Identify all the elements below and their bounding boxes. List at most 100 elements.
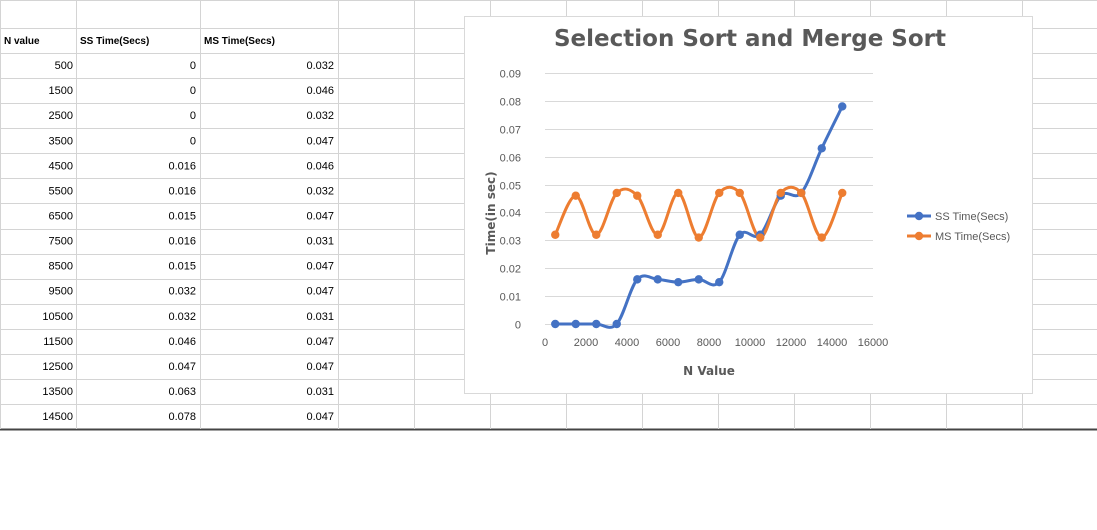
table-cell[interactable]: 0.047 xyxy=(306,411,334,423)
table-cell[interactable]: 0.047 xyxy=(306,210,334,222)
table-cell[interactable]: 0.015 xyxy=(168,210,196,222)
data-point-ss-time[interactable] xyxy=(715,277,724,287)
column-header[interactable]: N value xyxy=(4,36,40,47)
y-tick-label: 0.07 xyxy=(500,125,521,137)
data-point-ss-time[interactable] xyxy=(592,319,601,329)
column-header[interactable]: SS Time(Secs) xyxy=(80,36,149,47)
data-point-ss-time[interactable] xyxy=(653,275,662,284)
table-cell[interactable]: 1500 xyxy=(49,85,73,97)
data-point-ms-time[interactable] xyxy=(776,188,785,198)
y-tick-label: 0.03 xyxy=(500,236,521,248)
data-point-ms-time[interactable] xyxy=(674,188,683,198)
legend-entry-label: SS Time(Secs) xyxy=(935,211,1008,223)
table-cell[interactable]: 0.047 xyxy=(306,336,334,348)
data-point-ss-time[interactable] xyxy=(694,275,703,284)
data-point-ms-time[interactable] xyxy=(817,233,826,242)
line-chart: Selection Sort and Merge Sort N Value Ti… xyxy=(484,26,1010,378)
table-cell[interactable]: 13500 xyxy=(42,386,73,398)
table-cell[interactable]: 9500 xyxy=(49,286,73,298)
data-point-ms-time[interactable] xyxy=(592,230,601,239)
x-axis-title: N Value xyxy=(683,364,735,378)
data-point-ms-time[interactable] xyxy=(797,188,806,198)
legend-dot-marker xyxy=(914,231,924,241)
data-point-ss-time[interactable] xyxy=(674,277,683,287)
data-point-ss-time[interactable] xyxy=(571,319,580,329)
series-line-ss-time[interactable] xyxy=(553,104,844,329)
data-point-ms-time[interactable] xyxy=(838,188,847,198)
x-tick-label: 12000 xyxy=(776,337,807,349)
table-cell[interactable]: 0.016 xyxy=(168,160,196,172)
table-cell[interactable]: 11500 xyxy=(43,336,73,348)
table-cell[interactable]: 0.032 xyxy=(168,311,196,323)
table-cell[interactable]: 0.046 xyxy=(306,160,334,172)
data-point-ss-time[interactable] xyxy=(633,275,642,284)
chart-title: Selection Sort and Merge Sort xyxy=(554,26,946,52)
x-tick-label: 16000 xyxy=(858,337,889,349)
x-tick-label: 6000 xyxy=(656,337,680,349)
legend-dot-marker xyxy=(914,211,924,221)
table-cell[interactable]: 0.047 xyxy=(168,361,196,373)
y-tick-label: 0.08 xyxy=(500,97,521,109)
y-tick-label: 0.04 xyxy=(500,208,521,220)
table-cell[interactable]: 0.031 xyxy=(306,386,334,398)
table-cell[interactable]: 4500 xyxy=(49,160,73,172)
table-cell[interactable]: 0.063 xyxy=(168,386,196,398)
data-point-ms-time[interactable] xyxy=(735,188,744,198)
data-point-ss-time[interactable] xyxy=(817,144,826,153)
table-cell[interactable]: 7500 xyxy=(49,236,73,248)
table-cell[interactable]: 10500 xyxy=(42,311,73,323)
table-cell[interactable]: 500 xyxy=(55,60,73,72)
table-cell[interactable]: 0.047 xyxy=(306,135,334,147)
y-tick-label: 0.02 xyxy=(500,264,521,276)
x-tick-label: 8000 xyxy=(697,337,721,349)
gridlines xyxy=(545,73,873,325)
table-cell[interactable]: 0.046 xyxy=(168,336,196,348)
table-cell[interactable]: 0.032 xyxy=(306,185,334,197)
table-cell[interactable]: 0 xyxy=(190,135,196,147)
table-cell[interactable]: 0.015 xyxy=(168,261,196,273)
table-cell[interactable]: 14500 xyxy=(42,411,73,423)
table-cell[interactable]: 0.032 xyxy=(306,60,334,72)
table-cell[interactable]: 3500 xyxy=(49,135,73,147)
table-cell[interactable]: 0.078 xyxy=(168,411,196,423)
y-tick-label: 0.09 xyxy=(500,69,521,81)
table-cell[interactable]: 8500 xyxy=(49,261,73,273)
chart-object[interactable]: Selection Sort and Merge Sort N Value Ti… xyxy=(464,16,1033,394)
data-point-ms-time[interactable] xyxy=(551,230,560,239)
table-cell[interactable]: 0 xyxy=(190,85,196,97)
table-cell[interactable]: 0.047 xyxy=(306,261,334,273)
data-point-ss-time[interactable] xyxy=(551,319,560,329)
table-cell[interactable]: 0.032 xyxy=(168,286,196,298)
data-point-ss-time[interactable] xyxy=(838,102,847,111)
table-cell[interactable]: 0.031 xyxy=(306,236,334,248)
y-axis-title: Time(in sec) xyxy=(484,171,498,254)
table-cell[interactable]: 0.016 xyxy=(168,185,196,197)
data-point-ms-time[interactable] xyxy=(633,191,642,200)
data-point-ms-time[interactable] xyxy=(653,230,662,239)
series-group xyxy=(551,102,847,329)
table-cell[interactable]: 2500 xyxy=(49,110,73,122)
table-cell[interactable]: 0.047 xyxy=(306,286,334,298)
table-cell[interactable]: 5500 xyxy=(49,185,73,197)
table-cell[interactable]: 0.016 xyxy=(168,236,196,248)
data-point-ss-time[interactable] xyxy=(735,230,744,239)
legend[interactable]: SS Time(Secs) MS Time(Secs) xyxy=(907,211,1010,243)
table-cell[interactable]: 0.046 xyxy=(306,85,334,97)
data-point-ms-time[interactable] xyxy=(612,188,621,198)
column-header[interactable]: MS Time(Secs) xyxy=(204,36,275,47)
data-point-ms-time[interactable] xyxy=(571,191,580,200)
y-tick-label: 0.06 xyxy=(500,153,521,165)
table-cell[interactable]: 0.047 xyxy=(306,361,334,373)
data-point-ms-time[interactable] xyxy=(715,188,724,198)
data-point-ss-time[interactable] xyxy=(612,319,621,329)
table-cell[interactable]: 0.031 xyxy=(306,311,334,323)
table-cell[interactable]: 0 xyxy=(190,110,196,122)
data-point-ms-time[interactable] xyxy=(694,233,703,242)
table-cell[interactable]: 0 xyxy=(190,60,196,72)
data-point-ms-time[interactable] xyxy=(756,233,765,242)
table-cell[interactable]: 0.032 xyxy=(306,110,334,122)
x-tick-label: 10000 xyxy=(735,337,766,349)
y-tick-label: 0 xyxy=(515,320,521,332)
table-cell[interactable]: 12500 xyxy=(42,361,73,373)
table-cell[interactable]: 6500 xyxy=(49,210,73,222)
